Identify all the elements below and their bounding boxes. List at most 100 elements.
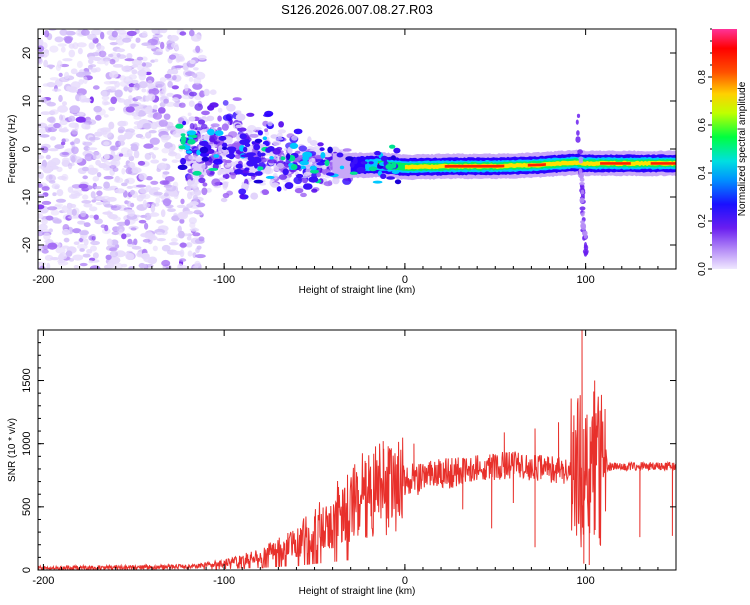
spectrogram-spread-blob	[274, 137, 284, 141]
spectrogram-noise-blob	[90, 151, 102, 160]
carrier-blob	[178, 145, 186, 150]
spectrogram-spread-blob	[257, 130, 263, 136]
spectrogram-noise-blob	[172, 250, 183, 255]
spectrogram-content	[38, 29, 676, 269]
spectrogram-noise-blob	[80, 210, 87, 218]
spectrogram-noise-blob	[71, 155, 76, 163]
spectrogram-spread-blob	[300, 192, 307, 198]
spectrogram-noise-blob	[98, 163, 108, 169]
spectrogram-spread-blob	[287, 146, 293, 154]
spectrogram-noise-blob	[65, 30, 76, 36]
spectrogram-noise-blob	[57, 105, 69, 113]
spectrogram-noise-blob	[174, 65, 184, 69]
carrier-blob	[244, 143, 251, 147]
spectrogram-noise-blob	[106, 238, 113, 247]
spectrogram-noise-blob	[118, 153, 124, 157]
spectrogram-noise-blob	[189, 222, 196, 229]
spectrogram-noise-blob	[98, 50, 107, 58]
spectrogram-spread-blob	[207, 104, 215, 111]
carrier-blob	[391, 170, 400, 174]
spectrogram-noise-blob	[144, 222, 149, 230]
spectrogram-noise-blob	[52, 219, 62, 224]
spectrogram-noise-blob	[72, 228, 82, 234]
carrier-blob	[208, 167, 219, 171]
carrier-blob	[192, 170, 202, 176]
spectrogram-spread-blob	[196, 133, 202, 139]
spectrogram-noise-blob	[141, 88, 147, 93]
spectrogram-noise-blob	[189, 29, 195, 37]
spectrogram-noise-blob	[57, 259, 66, 264]
snr-series-line	[38, 330, 676, 570]
spectrogram-noise-blob	[91, 236, 96, 241]
spectrogram-spread-blob	[222, 100, 229, 106]
spectrogram-noise-blob	[38, 165, 46, 169]
spectrogram-noise-blob	[135, 37, 141, 43]
carrier-blob	[326, 172, 335, 176]
spectrogram-spread-blob	[237, 127, 247, 132]
spectrogram-spread-blob	[293, 128, 303, 135]
spectrogram-spread-blob	[264, 128, 269, 132]
snr-xtick-label: 100	[576, 575, 594, 587]
spectrogram-spread-blob	[221, 123, 229, 131]
spectrogram-spread-blob	[235, 110, 242, 114]
spectrogram-noise-blob	[71, 208, 77, 216]
spectrogram-noise-blob	[76, 60, 83, 69]
spectrogram-noise-blob	[144, 106, 153, 115]
spectrogram-noise-blob	[74, 123, 80, 130]
spectrogram-noise-blob	[146, 45, 157, 49]
spectrogram-noise-blob	[38, 128, 47, 135]
snr-ytick-label: 500	[21, 498, 33, 516]
spectrogram-spread-blob	[222, 173, 230, 180]
spectrogram-noise-blob	[127, 209, 136, 217]
spectrogram-noise-blob	[167, 80, 173, 88]
spectrogram-noise-blob	[73, 265, 80, 269]
spectrogram-noise-blob	[46, 116, 55, 123]
carrier-blob	[393, 147, 401, 154]
spectrogram-noise-blob	[82, 194, 89, 200]
spectrogram-noise-blob	[114, 188, 125, 194]
carrier-blob	[296, 173, 304, 179]
spectrogram-noise-blob	[150, 180, 159, 185]
spectrogram-noise-blob	[123, 164, 130, 169]
spectrogram-noise-blob	[83, 203, 93, 208]
spectrogram-noise-blob	[48, 148, 59, 152]
snr-xlabel: Height of straight line (km)	[299, 586, 416, 597]
spectrogram-noise-blob	[145, 71, 152, 76]
spectrogram-noise-blob	[89, 96, 94, 104]
colorbar-tick-label: 0.8	[697, 70, 708, 84]
spectrogram-noise-blob	[40, 111, 51, 115]
spectrogram-noise-blob	[128, 98, 134, 104]
spectrogram-noise-blob	[65, 250, 73, 257]
carrier-blob	[284, 182, 294, 190]
spectrogram-spike-blob	[575, 119, 579, 125]
spectrogram-noise-blob	[68, 203, 74, 209]
spectrogram-noise-blob	[87, 147, 98, 151]
carrier-blob	[214, 130, 224, 137]
carrier-blob	[186, 130, 197, 136]
spectrogram-spread-blob	[226, 190, 234, 196]
spectrogram-noise-blob	[121, 65, 132, 71]
spectrogram-noise-blob	[58, 253, 65, 262]
spectrogram-noise-blob	[103, 181, 110, 189]
spectrogram-noise-blob	[71, 146, 79, 155]
spectrogram-noise-blob	[89, 214, 95, 219]
spectrogram-noise-blob	[97, 45, 105, 51]
spectrogram-noise-blob	[155, 81, 165, 88]
spectrogram-spike-blob	[577, 149, 583, 155]
carrier-blob	[180, 157, 187, 165]
spectrogram-noise-blob	[116, 53, 121, 58]
spectrogram-noise-blob	[81, 29, 90, 36]
spectrogram-spread-blob	[294, 188, 304, 194]
spectrogram-spread-blob	[225, 159, 232, 164]
carrier-blob	[327, 146, 333, 154]
spectrogram-noise-blob	[58, 128, 69, 133]
spectrogram-noise-blob	[125, 252, 135, 261]
spectrogram-noise-blob	[44, 126, 49, 130]
spectrogram-noise-blob	[67, 86, 78, 91]
spectrogram-noise-blob	[197, 54, 207, 61]
spectrogram-noise-blob	[78, 94, 87, 103]
spectrogram-spread-blob	[276, 162, 285, 169]
spectrogram-spread-blob	[199, 90, 206, 98]
spectrogram-noise-blob	[171, 215, 181, 222]
spectrogram-spread-blob	[342, 148, 352, 152]
